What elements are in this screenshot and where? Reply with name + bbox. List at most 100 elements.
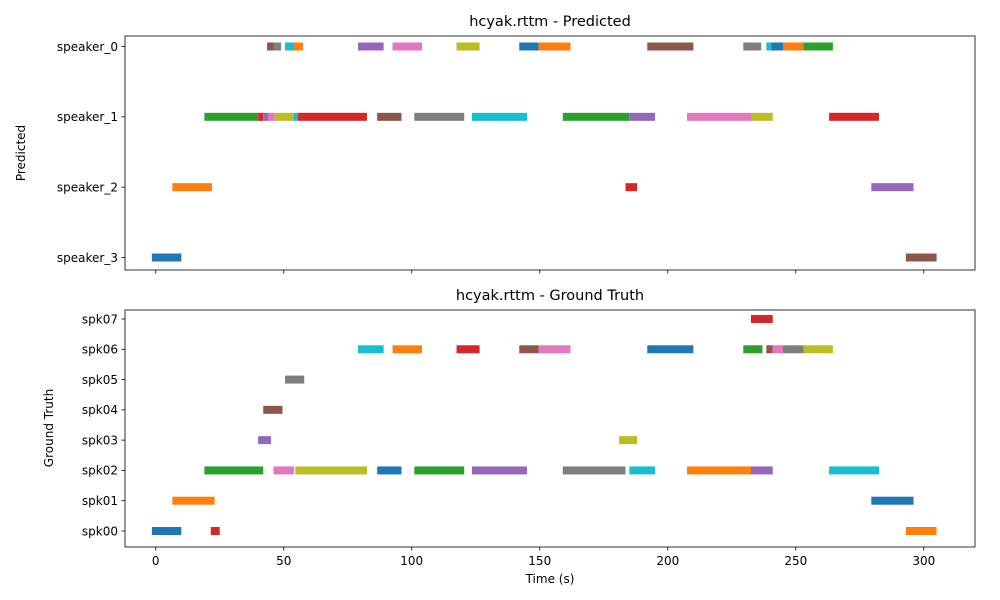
segment-bar-spk05-19 xyxy=(285,375,305,384)
ground-truth-x-ticks: 0 50 100 150 200 250 300 xyxy=(152,547,935,568)
y-tick-label-speaker_2: speaker_2 xyxy=(57,180,118,194)
segment-bar-spk00-2 xyxy=(905,527,937,535)
y-tick-label-spk03: spk03 xyxy=(82,433,118,447)
segment-bar-speaker_0-9 xyxy=(647,42,694,51)
segment-bar-speaker_1-23 xyxy=(414,112,465,121)
y-tick-label-spk07: spk07 xyxy=(82,312,118,326)
segment-bar-speaker_0-10 xyxy=(743,42,762,51)
segment-bar-speaker_1-16 xyxy=(258,112,264,121)
segment-bar-spk00-1 xyxy=(210,527,220,535)
x-tick-label-200: 200 xyxy=(656,554,679,568)
segment-bar-speaker_1-20 xyxy=(293,112,298,121)
segment-bar-spk02-10 xyxy=(471,466,527,475)
segment-bar-speaker_0-14 xyxy=(803,42,833,51)
x-tick-label-50: 50 xyxy=(276,554,291,568)
segment-bar-spk02-5 xyxy=(204,466,264,475)
y-tick-label-spk05: spk05 xyxy=(82,373,118,387)
segment-bar-speaker_0-1 xyxy=(273,42,282,51)
segment-bar-spk01-3 xyxy=(172,496,215,505)
segment-bar-speaker_1-18 xyxy=(268,112,275,121)
segment-bar-spk04-18 xyxy=(263,405,283,414)
segment-bar-speaker_1-28 xyxy=(750,112,773,121)
segment-bar-spk02-7 xyxy=(295,466,367,475)
segment-bar-spk06-24 xyxy=(538,345,571,354)
ground-truth-y-ticks: spk00 spk01 spk02 spk03 spk04 spk05 spk06 spk07 xyxy=(82,312,125,538)
ground-truth-panel: hcyak.rttm - Ground Truth spk00spk01spk0… xyxy=(42,288,976,586)
segment-bar-speaker_0-7 xyxy=(519,42,539,51)
predicted-y-axis-title: Predicted xyxy=(14,125,28,181)
segment-bar-speaker_1-25 xyxy=(562,112,630,121)
predicted-axes-frame xyxy=(124,35,976,271)
y-tick-label-speaker_3: speaker_3 xyxy=(57,251,118,265)
segment-bar-speaker_3-34 xyxy=(905,253,937,262)
segment-bar-speaker_0-6 xyxy=(456,42,480,51)
ground-truth-y-axis-title: Ground Truth xyxy=(42,389,56,467)
predicted-panel: hcyak.rttm - Predicted speaker_3speaker_… xyxy=(14,14,976,274)
y-tick-label-spk02: spk02 xyxy=(82,464,118,478)
segment-bar-spk06-20 xyxy=(357,345,384,354)
segment-bar-spk03-17 xyxy=(619,436,638,445)
segment-bar-spk02-13 xyxy=(686,466,751,475)
segment-bar-spk03-16 xyxy=(258,436,271,445)
segment-bar-speaker_3-33 xyxy=(151,253,182,262)
segment-bar-speaker_2-32 xyxy=(871,183,914,192)
segment-bar-spk06-21 xyxy=(392,345,422,354)
x-tick-label-100: 100 xyxy=(400,554,423,568)
segment-bar-speaker_1-15 xyxy=(204,112,259,121)
segment-bar-speaker_1-27 xyxy=(686,112,751,121)
ground-truth-axes-frame xyxy=(124,309,976,548)
segment-bar-spk06-27 xyxy=(766,345,773,354)
segment-bar-speaker_1-24 xyxy=(471,112,527,121)
segment-bar-spk06-29 xyxy=(782,345,804,354)
segment-bar-speaker_2-30 xyxy=(172,183,213,192)
y-tick-label-spk04: spk04 xyxy=(82,403,118,417)
predicted-x-ticks xyxy=(155,270,925,274)
segment-bar-spk02-9 xyxy=(414,466,465,475)
segment-bar-spk06-23 xyxy=(519,345,539,354)
predicted-segments xyxy=(151,42,937,262)
segment-bar-spk02-6 xyxy=(273,466,294,475)
segment-bar-spk06-28 xyxy=(772,345,783,354)
segment-bar-spk01-4 xyxy=(871,496,914,505)
x-tick-label-0: 0 xyxy=(152,554,160,568)
predicted-title: hcyak.rttm - Predicted xyxy=(469,14,631,30)
segment-bar-spk06-22 xyxy=(456,345,480,354)
y-tick-label-spk00: spk00 xyxy=(82,524,118,538)
segment-bar-speaker_1-26 xyxy=(629,112,655,121)
y-tick-label-spk01: spk01 xyxy=(82,494,118,508)
segment-bar-speaker_1-19 xyxy=(274,112,294,121)
segment-bar-spk07-31 xyxy=(750,315,773,323)
segment-bar-speaker_1-29 xyxy=(829,112,879,121)
segment-bar-spk02-8 xyxy=(377,466,402,475)
ground-truth-title: hcyak.rttm - Ground Truth xyxy=(456,288,644,304)
segment-bar-speaker_0-13 xyxy=(782,42,804,51)
segment-bar-speaker_0-8 xyxy=(538,42,571,51)
x-tick-label-300: 300 xyxy=(912,554,935,568)
segment-bar-speaker_0-5 xyxy=(392,42,422,51)
x-tick-label-250: 250 xyxy=(784,554,807,568)
segment-bar-speaker_2-31 xyxy=(625,183,638,192)
segment-bar-speaker_0-0 xyxy=(267,42,274,51)
x-tick-label-150: 150 xyxy=(528,554,551,568)
segment-bar-spk02-12 xyxy=(629,466,655,475)
segment-bar-speaker_1-17 xyxy=(263,112,269,121)
y-tick-label-spk06: spk06 xyxy=(82,343,118,357)
segment-bar-speaker_0-11 xyxy=(766,42,772,51)
segment-bar-speaker_0-4 xyxy=(357,42,384,51)
segment-bar-spk06-26 xyxy=(743,345,763,354)
predicted-y-ticks: speaker_3 speaker_2 speaker_1 speaker_0 xyxy=(57,40,125,265)
segment-bar-speaker_1-22 xyxy=(377,112,402,121)
segment-bar-spk00-0 xyxy=(151,527,182,535)
segment-bar-speaker_0-2 xyxy=(285,42,294,51)
y-tick-label-speaker_1: speaker_1 xyxy=(57,110,118,124)
segment-bar-spk06-25 xyxy=(647,345,694,354)
segment-bar-spk02-11 xyxy=(562,466,626,475)
segment-bar-speaker_0-12 xyxy=(771,42,783,51)
segment-bar-spk06-30 xyxy=(803,345,833,354)
y-tick-label-speaker_0: speaker_0 xyxy=(57,40,118,54)
segment-bar-speaker_0-3 xyxy=(293,42,303,51)
segment-bar-spk02-14 xyxy=(750,466,773,475)
segment-bar-spk02-15 xyxy=(829,466,879,475)
